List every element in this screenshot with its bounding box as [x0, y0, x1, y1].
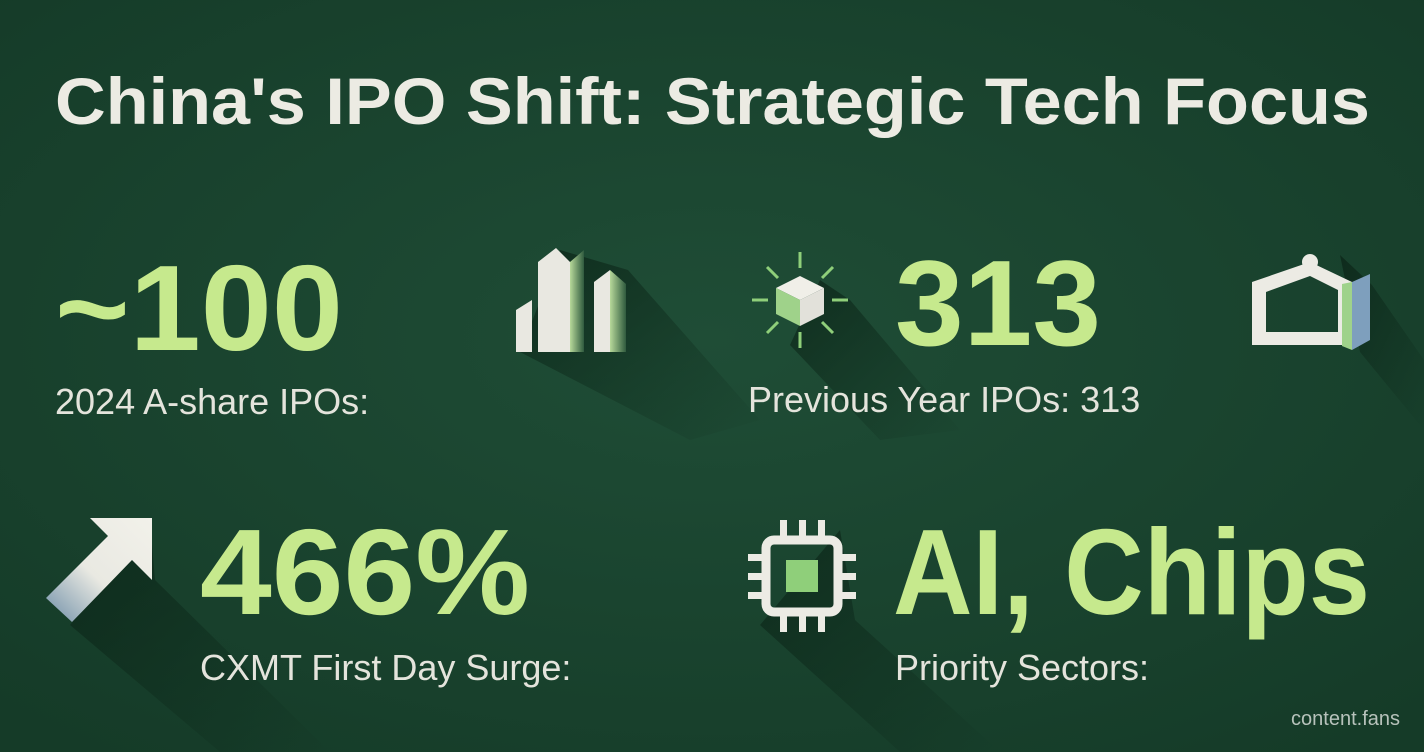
- network-box-icon: [1252, 254, 1370, 350]
- stat-value: 466%: [200, 504, 530, 640]
- cube-icon: [752, 252, 848, 348]
- stat-label: Previous Year IPOs: 313: [748, 379, 1140, 420]
- chip-icon: [748, 520, 856, 632]
- stat-value: ~100: [55, 240, 343, 376]
- arrow-icon: [46, 518, 152, 622]
- stat-label: 2024 A-share IPOs:: [55, 381, 369, 422]
- title: China's IPO Shift: Strategic Tech Focus: [55, 64, 1370, 138]
- stat-label: CXMT First Day Surge:: [200, 647, 571, 688]
- bar-chart-icon: [516, 248, 626, 352]
- stat-value: AI, Chips: [893, 504, 1370, 640]
- stat-value: 313: [895, 235, 1101, 371]
- stat-label: Priority Sectors:: [895, 647, 1149, 688]
- credit: content.fans: [1291, 708, 1400, 730]
